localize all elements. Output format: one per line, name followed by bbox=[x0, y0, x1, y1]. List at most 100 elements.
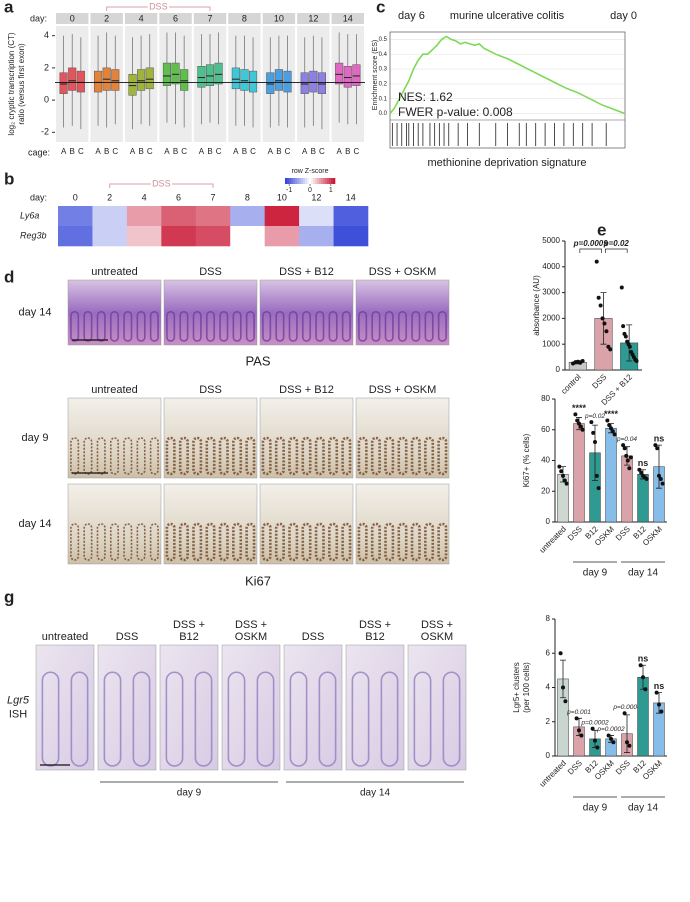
crypt bbox=[424, 310, 434, 342]
column-label: DSS + bbox=[359, 619, 391, 631]
x-tick-label: control bbox=[559, 372, 583, 396]
column-label: DSS bbox=[116, 631, 139, 643]
box bbox=[352, 64, 361, 86]
data-point bbox=[622, 446, 627, 451]
colorbar-step bbox=[305, 178, 308, 184]
box bbox=[205, 64, 215, 86]
data-point bbox=[638, 663, 643, 668]
day-label: day: bbox=[30, 192, 47, 202]
cage: C bbox=[216, 147, 222, 156]
crypt bbox=[123, 437, 133, 475]
crypt bbox=[70, 671, 89, 767]
cage: C bbox=[147, 147, 153, 156]
crypt bbox=[83, 523, 93, 561]
box bbox=[249, 70, 258, 93]
colorbar-step bbox=[321, 178, 324, 184]
colorbar-step bbox=[317, 178, 320, 184]
column-label: OSKM bbox=[421, 631, 453, 643]
strip bbox=[297, 13, 330, 24]
group-label: day 14 bbox=[628, 568, 658, 579]
data-point bbox=[573, 412, 578, 417]
crypt bbox=[413, 671, 432, 767]
column-label: B12 bbox=[365, 631, 385, 643]
x-axis-title: methionine deprivation signature bbox=[428, 157, 587, 169]
crypt bbox=[397, 436, 408, 476]
y-tick-label: 0.3 bbox=[379, 67, 388, 73]
heat-cell bbox=[126, 206, 162, 227]
crypt bbox=[301, 436, 312, 476]
crypt bbox=[370, 436, 381, 476]
group-label: day 14 bbox=[360, 788, 390, 799]
cage: A bbox=[130, 147, 136, 156]
colorbar-step bbox=[315, 178, 318, 184]
crypt bbox=[384, 522, 395, 562]
crypt bbox=[314, 522, 325, 562]
error-bar bbox=[560, 659, 566, 699]
crypt bbox=[289, 671, 308, 767]
y-tick-label: 20 bbox=[541, 486, 550, 495]
box bbox=[240, 69, 249, 91]
crypt bbox=[165, 671, 184, 767]
bar bbox=[637, 474, 649, 523]
crypt bbox=[437, 436, 448, 476]
crypt bbox=[315, 310, 325, 342]
colorbar-step bbox=[329, 178, 332, 184]
day: 10 bbox=[277, 192, 287, 202]
data-point bbox=[602, 321, 607, 326]
data-point bbox=[574, 716, 579, 721]
crypt bbox=[380, 671, 399, 767]
panel-letter: c bbox=[376, 0, 385, 16]
comparison-label: p=0.0009 bbox=[573, 239, 609, 248]
micrograph bbox=[221, 644, 281, 771]
y-tick-label: 2000 bbox=[542, 314, 560, 323]
group-label: day 9 bbox=[583, 568, 608, 579]
data-point bbox=[561, 685, 565, 690]
y-tick-label: -2 bbox=[41, 127, 49, 137]
group-label: day 14 bbox=[628, 803, 658, 814]
column-label: DSS + bbox=[421, 619, 453, 631]
cage: C bbox=[353, 147, 359, 156]
box bbox=[197, 66, 206, 88]
dss-bracket bbox=[106, 6, 211, 11]
data-point bbox=[623, 334, 628, 339]
colorbar-step bbox=[285, 178, 288, 184]
y-tick-label: 0 bbox=[556, 365, 561, 374]
cage: C bbox=[78, 147, 84, 156]
row-label: day 9 bbox=[22, 432, 49, 444]
crypt bbox=[437, 522, 448, 562]
x-tick-label: DSS bbox=[614, 525, 632, 543]
crypt bbox=[192, 310, 202, 342]
crypt bbox=[165, 522, 176, 562]
heat-cell bbox=[230, 206, 265, 227]
box bbox=[162, 62, 171, 86]
strip bbox=[124, 13, 158, 24]
data-point bbox=[637, 467, 642, 472]
data-point bbox=[644, 476, 649, 481]
day: 0 bbox=[70, 13, 75, 23]
crypt bbox=[219, 310, 229, 342]
panel-letter: e bbox=[597, 220, 606, 239]
colorbar-step bbox=[301, 178, 304, 184]
crypt bbox=[109, 523, 120, 561]
crypt bbox=[410, 436, 421, 476]
y-tick-label: 0 bbox=[44, 94, 49, 104]
day: 12 bbox=[311, 192, 321, 202]
plot-frame bbox=[389, 31, 626, 149]
heat-cell bbox=[264, 206, 300, 227]
box bbox=[145, 67, 154, 90]
day: 7 bbox=[210, 192, 215, 202]
data-point bbox=[608, 347, 613, 352]
annotation: **** bbox=[604, 409, 619, 419]
micrograph bbox=[407, 644, 467, 771]
crypt bbox=[318, 671, 337, 767]
row-label: Ly6a bbox=[20, 210, 39, 220]
box bbox=[180, 69, 189, 91]
crypt bbox=[274, 436, 285, 476]
crypt bbox=[442, 671, 461, 767]
day: 10 bbox=[274, 13, 284, 23]
crypt bbox=[358, 310, 368, 342]
day: 0 bbox=[73, 192, 78, 202]
x-tick-label: DSS bbox=[566, 759, 584, 777]
data-point bbox=[577, 728, 581, 733]
y-tick-label: 1000 bbox=[542, 339, 560, 348]
